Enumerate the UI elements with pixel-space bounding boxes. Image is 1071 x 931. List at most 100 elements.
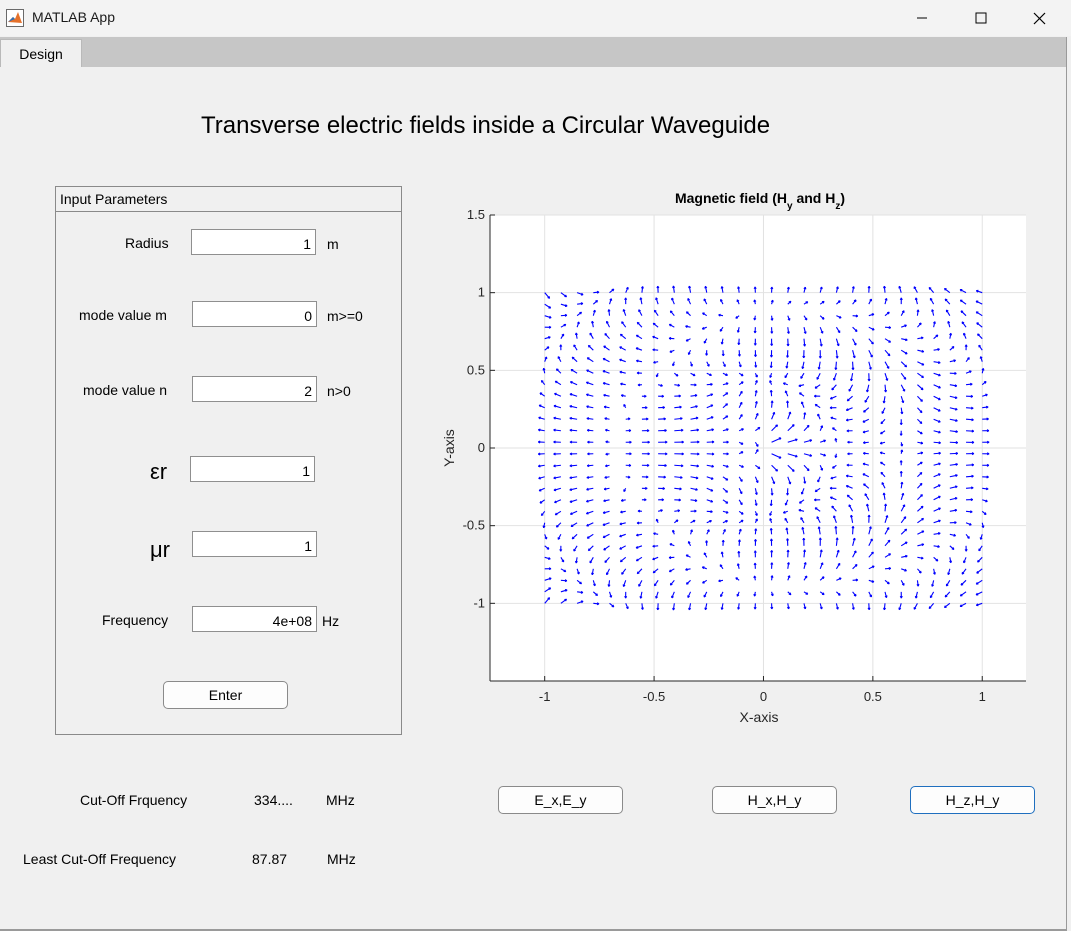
epsilon-r-input[interactable] — [190, 456, 315, 482]
field-arrow — [722, 372, 728, 376]
field-arrow — [845, 407, 853, 412]
ex-ey-button[interactable]: E_x,E_y — [498, 786, 623, 814]
field-arrow — [917, 543, 925, 547]
field-arrow — [655, 297, 659, 305]
field-arrow — [834, 526, 838, 535]
field-arrow — [576, 321, 580, 328]
close-button[interactable] — [1016, 0, 1062, 36]
field-arrow — [538, 428, 545, 432]
field-arrow — [719, 564, 724, 570]
field-arrow — [706, 404, 714, 409]
field-arrow — [982, 417, 989, 421]
maximize-button[interactable] — [958, 0, 1004, 36]
field-arrow — [602, 510, 610, 515]
field-arrow — [802, 350, 806, 359]
field-arrow — [917, 568, 922, 574]
field-arrow — [602, 522, 610, 526]
field-arrow — [686, 311, 691, 317]
field-arrow — [884, 539, 891, 547]
field-arrow — [949, 451, 959, 455]
field-arrow — [657, 384, 663, 387]
hz-hy-button[interactable]: H_z,H_y — [910, 786, 1035, 814]
page-title: Transverse electric fields inside a Circ… — [201, 112, 771, 139]
field-arrow — [602, 370, 610, 374]
field-arrow — [622, 309, 627, 316]
field-arrow — [621, 568, 627, 575]
field-arrow — [658, 394, 664, 398]
mu-r-input[interactable] — [192, 531, 317, 557]
field-arrow — [569, 428, 578, 432]
field-arrow — [576, 311, 582, 317]
field-arrow — [913, 603, 918, 610]
field-arrow — [961, 568, 967, 575]
field-arrow — [607, 580, 611, 587]
window-title: MATLAB App — [32, 9, 116, 25]
field-arrow — [754, 449, 759, 455]
field-arrow — [880, 461, 886, 466]
field-arrow — [636, 359, 643, 363]
field-arrow — [577, 590, 584, 594]
field-arrow — [819, 549, 823, 558]
field-arrow — [817, 413, 821, 420]
mode-m-input[interactable] — [192, 301, 317, 327]
field-arrow — [559, 344, 563, 351]
hx-hy-button[interactable]: H_x,H_y — [712, 786, 837, 814]
y-tick-label: -1 — [473, 595, 485, 610]
field-arrow — [959, 591, 967, 597]
field-arrow — [949, 346, 955, 351]
field-arrow — [577, 302, 584, 306]
field-arrow — [975, 602, 983, 607]
y-tick-label: 1 — [478, 285, 485, 300]
field-arrow — [754, 441, 759, 447]
mode-n-input[interactable] — [192, 376, 317, 402]
minimize-button[interactable] — [899, 0, 945, 36]
field-arrow — [770, 338, 774, 346]
field-arrow — [555, 522, 562, 528]
field-arrow — [722, 452, 729, 456]
field-arrow — [847, 452, 853, 456]
field-arrow — [605, 452, 610, 456]
field-arrow — [933, 568, 936, 575]
field-arrow — [755, 426, 761, 432]
field-arrow — [544, 597, 551, 604]
field-arrow — [965, 406, 974, 410]
field-arrow — [931, 309, 935, 316]
field-arrow — [798, 508, 805, 512]
field-arrow — [674, 428, 684, 432]
field-arrow — [944, 298, 951, 305]
field-arrow — [786, 327, 790, 334]
radius-input[interactable] — [191, 229, 316, 255]
field-arrow — [817, 526, 821, 535]
field-arrow — [553, 476, 562, 480]
field-arrow — [960, 310, 967, 317]
field-arrow — [753, 350, 757, 357]
field-arrow — [784, 499, 789, 506]
field-arrow — [868, 313, 875, 317]
field-arrow — [720, 603, 724, 610]
field-arrow — [787, 315, 791, 321]
field-arrow — [949, 496, 958, 501]
y-tick-label: 0 — [478, 440, 485, 455]
field-arrow — [867, 373, 871, 382]
field-arrow — [898, 603, 902, 611]
field-arrow — [979, 356, 983, 362]
field-arrow — [690, 372, 696, 377]
tab-design[interactable]: Design — [0, 39, 82, 67]
field-arrow — [846, 494, 853, 501]
field-arrow — [571, 533, 578, 540]
field-arrow — [850, 514, 854, 523]
enter-button[interactable]: Enter — [163, 681, 288, 709]
field-arrow — [540, 379, 546, 386]
frequency-input[interactable] — [192, 606, 317, 632]
field-arrow — [619, 545, 626, 550]
field-arrow — [964, 344, 968, 351]
field-arrow — [933, 556, 939, 562]
field-arrow — [787, 300, 792, 305]
field-arrow — [722, 415, 729, 420]
field-arrow — [867, 514, 871, 523]
field-arrow — [884, 373, 889, 381]
field-arrow — [605, 568, 611, 576]
field-arrow — [625, 286, 629, 293]
field-arrow — [944, 591, 951, 598]
field-arrow — [687, 541, 692, 547]
